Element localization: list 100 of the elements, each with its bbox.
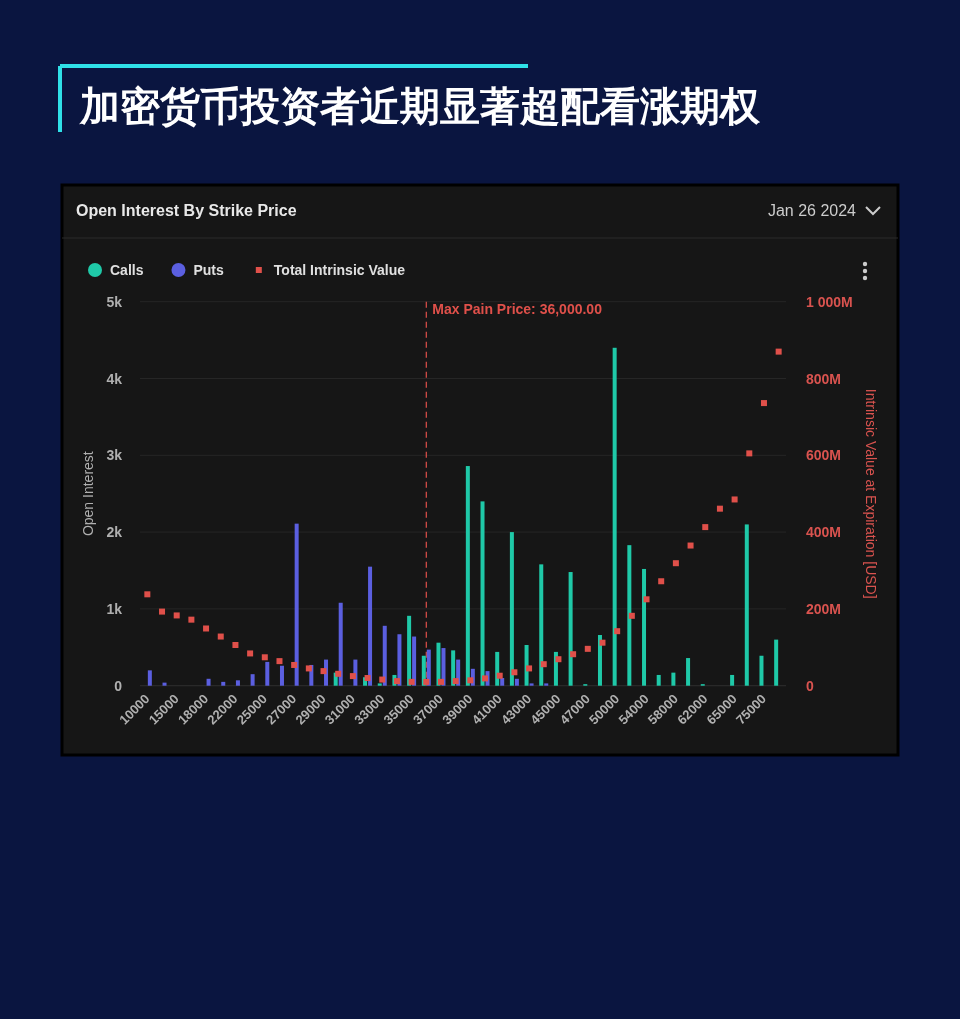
point bbox=[437, 678, 444, 685]
bar bbox=[206, 678, 211, 686]
bar bbox=[597, 635, 602, 686]
y-tick-label: 5k bbox=[106, 293, 123, 310]
bar bbox=[250, 674, 255, 686]
point bbox=[643, 596, 650, 603]
bar bbox=[759, 655, 764, 686]
bar bbox=[451, 650, 456, 686]
text: Jan 26 2024 bbox=[767, 202, 857, 219]
point bbox=[584, 645, 591, 652]
bar bbox=[279, 665, 284, 686]
bar bbox=[686, 658, 691, 686]
bar bbox=[426, 649, 431, 686]
point bbox=[540, 661, 547, 668]
bar bbox=[539, 564, 544, 686]
point bbox=[511, 669, 518, 676]
bar bbox=[265, 661, 270, 686]
point bbox=[305, 665, 312, 672]
bar bbox=[221, 681, 226, 686]
point bbox=[672, 560, 679, 567]
point bbox=[217, 633, 224, 640]
bar bbox=[147, 670, 152, 686]
bar bbox=[730, 674, 735, 686]
bar bbox=[627, 545, 632, 686]
point bbox=[232, 642, 239, 648]
y-axis-title: Open Interest bbox=[80, 451, 96, 537]
bar bbox=[294, 523, 299, 686]
point bbox=[203, 625, 210, 632]
bar bbox=[377, 683, 382, 686]
point bbox=[335, 670, 342, 677]
point bbox=[570, 651, 577, 658]
point bbox=[467, 677, 474, 684]
bar bbox=[774, 639, 779, 686]
point bbox=[291, 661, 298, 668]
bar bbox=[744, 524, 749, 686]
chart-title: 加密货币投资者近期显著超配看涨期权 bbox=[79, 84, 761, 128]
annotation: Max Pain Price: 36,000.00 bbox=[432, 300, 603, 317]
bar bbox=[436, 642, 441, 686]
bar bbox=[397, 634, 402, 686]
legend-label: Calls bbox=[110, 262, 144, 278]
bar bbox=[235, 680, 240, 686]
y-tick-label: 0 bbox=[114, 677, 123, 694]
point bbox=[452, 678, 459, 685]
bar bbox=[612, 347, 617, 686]
point bbox=[496, 672, 503, 679]
point bbox=[482, 675, 489, 682]
bar bbox=[368, 566, 373, 686]
point bbox=[261, 654, 268, 661]
point bbox=[423, 678, 430, 685]
point bbox=[276, 658, 283, 665]
point bbox=[746, 450, 753, 457]
y-tick-label: 3k bbox=[106, 447, 123, 464]
point bbox=[760, 400, 767, 407]
y2-tick-label: 200M bbox=[806, 600, 842, 617]
bar bbox=[671, 672, 676, 686]
point bbox=[702, 524, 709, 531]
point bbox=[364, 675, 371, 682]
bar bbox=[500, 678, 505, 686]
y2-axis-title: Intrinsic Value at Expiration [USD] bbox=[863, 388, 879, 599]
bar bbox=[514, 678, 519, 686]
bar bbox=[495, 651, 500, 686]
point bbox=[555, 656, 562, 663]
point bbox=[379, 676, 386, 683]
point bbox=[159, 608, 166, 615]
point bbox=[188, 616, 195, 623]
bar bbox=[509, 532, 514, 686]
y2-tick-label: 0 bbox=[806, 677, 814, 694]
point bbox=[716, 505, 723, 512]
point bbox=[599, 639, 606, 646]
bar bbox=[412, 636, 417, 686]
bar bbox=[529, 683, 534, 686]
y-tick-label: 2k bbox=[106, 524, 123, 541]
bar bbox=[656, 674, 661, 686]
bar bbox=[162, 682, 167, 686]
bar bbox=[382, 625, 387, 686]
legend-label: Puts bbox=[193, 262, 225, 278]
point bbox=[628, 612, 635, 619]
chart-subtitle: Open Interest By Strike Price bbox=[76, 202, 297, 219]
bar bbox=[465, 466, 470, 686]
point bbox=[614, 628, 621, 635]
y2-tick-label: 1 000M bbox=[806, 293, 853, 310]
point bbox=[408, 678, 415, 685]
bar bbox=[642, 568, 647, 686]
point bbox=[687, 542, 694, 549]
bar bbox=[338, 602, 343, 686]
point bbox=[775, 348, 782, 355]
bar bbox=[407, 615, 412, 686]
y-tick-label: 1k bbox=[106, 600, 123, 617]
legend-label: Total Intrinsic Value bbox=[273, 262, 406, 278]
point bbox=[658, 578, 665, 585]
point bbox=[320, 668, 327, 675]
point bbox=[144, 591, 151, 598]
point bbox=[349, 673, 356, 680]
bar bbox=[568, 572, 573, 686]
y2-tick-label: 800M bbox=[806, 370, 842, 387]
point bbox=[526, 665, 533, 672]
y2-tick-label: 600M bbox=[806, 447, 842, 464]
bar bbox=[544, 683, 549, 686]
y-tick-label: 4k bbox=[106, 370, 123, 387]
y2-tick-label: 400M bbox=[806, 524, 842, 541]
